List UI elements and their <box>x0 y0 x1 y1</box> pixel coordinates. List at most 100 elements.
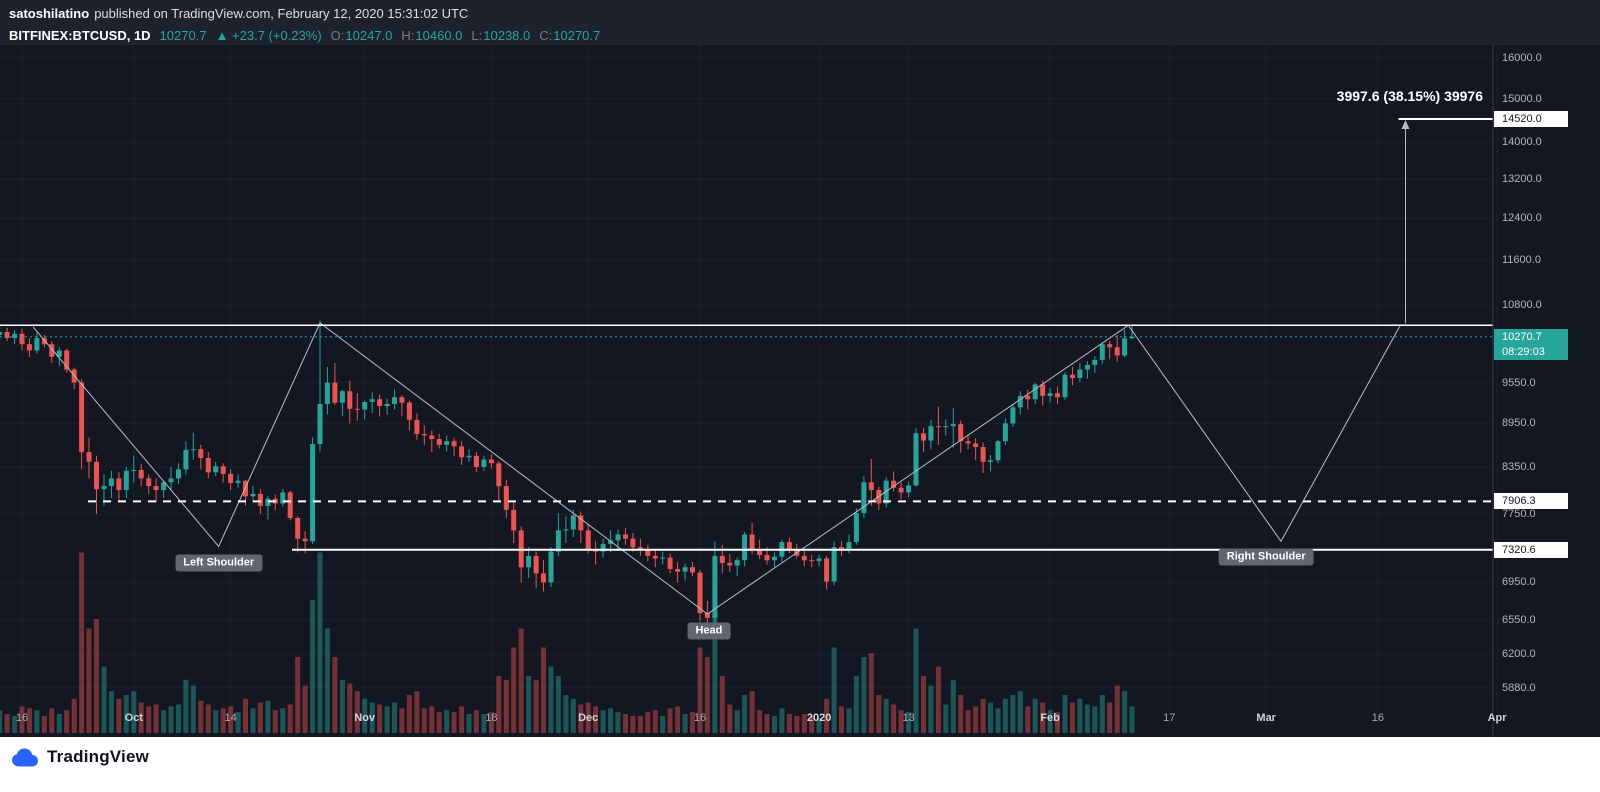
candle-body <box>362 402 368 410</box>
volume-bar <box>891 704 897 733</box>
close-value: 10270.7 <box>553 27 601 43</box>
candle-body <box>1122 338 1128 356</box>
volume-bar <box>958 695 964 733</box>
candle-body <box>1129 336 1135 339</box>
volume-bar <box>839 706 844 733</box>
volume-bar <box>615 712 621 733</box>
volume-bar <box>734 710 740 733</box>
last-price-axis-label: 10270.7 <box>1494 328 1568 345</box>
low-value: 10238.0 <box>483 27 531 43</box>
head-label: Head <box>687 622 731 640</box>
candle-body <box>64 350 70 370</box>
candle-body <box>399 397 405 403</box>
volume-bar <box>481 714 487 733</box>
low-label: L: <box>471 27 483 43</box>
volume-bar <box>131 691 137 733</box>
candle-body <box>600 543 606 552</box>
candle-body <box>1047 393 1053 396</box>
ohlc-low: L: 10238.0 <box>471 28 530 43</box>
candle-body <box>697 572 703 614</box>
volume-bar <box>824 698 830 733</box>
volume-bar <box>697 647 703 733</box>
volume-bar <box>1055 712 1060 733</box>
candle-body <box>921 433 926 441</box>
candle-body <box>630 538 636 548</box>
candle-body <box>660 557 666 559</box>
candle-body <box>719 555 725 563</box>
candle-body <box>1107 344 1113 348</box>
volume-bar <box>772 715 777 733</box>
volume-bar <box>429 706 435 733</box>
candle-body <box>608 540 614 544</box>
volume-bar <box>742 695 748 733</box>
candle-body <box>712 555 718 618</box>
volume-bar <box>988 702 993 733</box>
volume-bar <box>101 666 107 733</box>
candle-body <box>675 569 681 572</box>
candle-body <box>645 549 651 556</box>
volume-bar <box>943 704 949 733</box>
candle-body <box>108 478 114 487</box>
volume-bar <box>339 679 345 733</box>
price-tick-label: 8950.0 <box>1502 417 1536 430</box>
volume-bar <box>809 715 815 733</box>
volume-bar <box>4 714 10 733</box>
price-tick-label: 8350.0 <box>1502 461 1536 473</box>
volume-bar <box>71 698 77 733</box>
volume-bar <box>593 706 599 733</box>
volume-bar <box>108 691 114 733</box>
volume-bar <box>816 717 822 733</box>
symbol-bar: BITFINEX:BTCUSD, 1D 10270.7 ▲ +23.7 (+0.… <box>0 26 1600 44</box>
price-tick-label: 10800.0 <box>1502 299 1542 312</box>
volume-bar <box>913 628 919 733</box>
time-axis-label: 16 <box>1371 712 1385 724</box>
volume-bar <box>1129 706 1135 733</box>
head-and-shoulders-trendline <box>32 322 1401 615</box>
time-axis-label: 2020 <box>806 712 832 724</box>
candle-body <box>220 466 226 474</box>
candle-body <box>764 555 770 561</box>
volume-bar <box>183 679 189 733</box>
candle-body <box>965 441 971 444</box>
volume-bar <box>198 700 204 733</box>
candle-body <box>772 556 777 561</box>
right-shoulder-label: Right Shoulder <box>1218 548 1314 566</box>
high-value: 10460.0 <box>415 27 463 43</box>
candle-body <box>235 480 241 483</box>
volume-bar <box>190 685 196 733</box>
candle-body <box>988 460 993 462</box>
volume-bar <box>623 714 628 733</box>
candle-body <box>302 538 308 542</box>
time-axis-label: Dec <box>578 712 599 724</box>
candle-body <box>1025 395 1031 400</box>
volume-bar <box>377 704 383 733</box>
candle-body <box>384 404 390 406</box>
candle-body <box>168 478 174 483</box>
volume-bar <box>354 691 360 733</box>
volume-bar <box>146 706 152 733</box>
candle-body <box>496 463 502 487</box>
volume-bar <box>1010 695 1016 733</box>
candle-body <box>749 534 755 550</box>
volume-bar <box>347 683 353 733</box>
candle-body <box>41 338 47 345</box>
candle-body <box>1099 344 1105 360</box>
ohlc-open: O: 10247.0 <box>331 28 393 43</box>
candle-body <box>161 482 167 491</box>
volume-bar <box>64 710 70 733</box>
volume-bar <box>220 708 226 733</box>
volume-bar <box>883 698 889 733</box>
candle-body <box>541 573 546 583</box>
candle-body <box>19 333 25 345</box>
candle-body <box>891 480 897 488</box>
price-tick-label: 16000.0 <box>1502 52 1542 64</box>
volume-bar <box>645 712 651 733</box>
candle-body <box>615 534 621 541</box>
volume-bar <box>257 702 263 733</box>
candle-body <box>406 402 412 420</box>
volume-bar <box>637 715 643 733</box>
candle-body <box>0 332 3 335</box>
candle-body <box>213 466 219 473</box>
tradingview-logo-link[interactable]: TradingView <box>10 747 149 767</box>
